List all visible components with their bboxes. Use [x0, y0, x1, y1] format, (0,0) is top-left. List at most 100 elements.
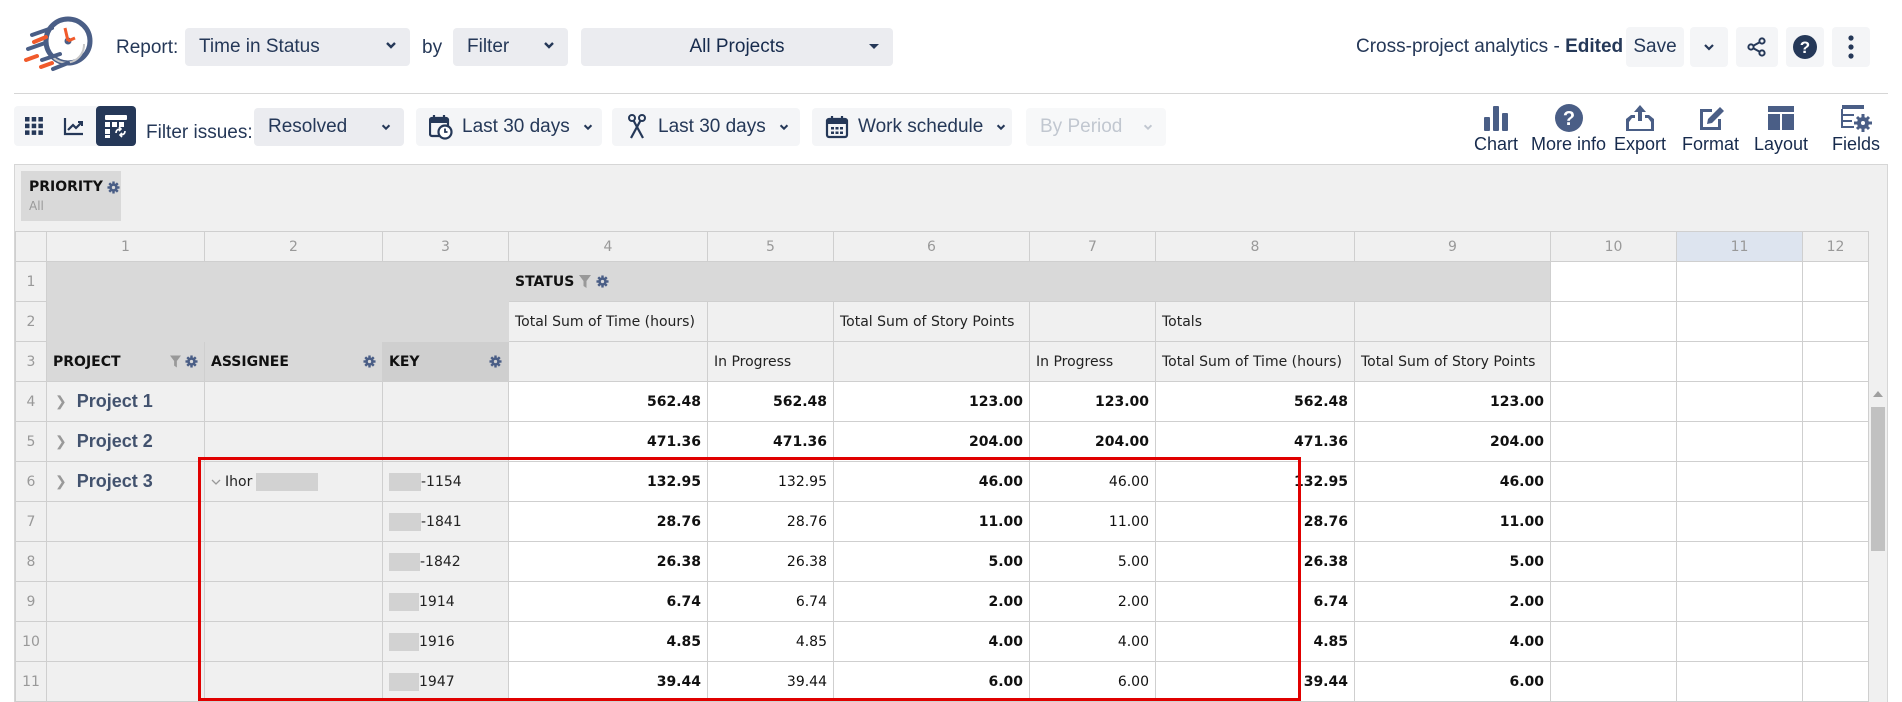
column-header[interactable]: 7 [1029, 231, 1156, 262]
project-row-header[interactable]: PROJECT [46, 341, 205, 382]
chart-view-button[interactable] [54, 106, 94, 146]
key-cell[interactable]: 1914 [382, 581, 509, 622]
value-cell[interactable]: 5.00 [1029, 541, 1156, 582]
empty-cell[interactable] [1550, 341, 1677, 382]
empty-cell[interactable] [1676, 581, 1803, 622]
empty-cell[interactable] [1802, 661, 1869, 702]
value-cell[interactable]: 471.36 [508, 421, 708, 462]
assignee-row-header[interactable]: ASSIGNEE [204, 341, 383, 382]
empty-cell[interactable] [1676, 301, 1803, 342]
vertical-scrollbar[interactable] [1869, 385, 1887, 702]
row-number[interactable]: 6 [15, 461, 47, 502]
column-header[interactable]: 6 [833, 231, 1030, 262]
value-cell[interactable]: 123.00 [1029, 381, 1156, 422]
value-cell[interactable]: 204.00 [1029, 421, 1156, 462]
key-cell[interactable]: -1842 [382, 541, 509, 582]
value-cell[interactable]: 46.00 [1029, 461, 1156, 502]
empty-cell[interactable] [1802, 621, 1869, 662]
column-header[interactable]: 5 [707, 231, 834, 262]
export-tool-button[interactable]: Export [1614, 102, 1666, 155]
value-cell[interactable]: 2.00 [1029, 581, 1156, 622]
value-cell[interactable]: 28.76 [1155, 501, 1355, 542]
empty-cell[interactable] [1676, 261, 1803, 302]
scrollbar-thumb[interactable] [1871, 407, 1885, 551]
fields-tool-button[interactable]: Fields [1832, 102, 1880, 155]
value-cell[interactable]: 28.76 [508, 501, 708, 542]
value-cell[interactable]: 39.44 [707, 661, 834, 702]
empty-cell[interactable] [1550, 581, 1677, 622]
value-cell[interactable]: 4.00 [1029, 621, 1156, 662]
value-cell[interactable]: 471.36 [1155, 421, 1355, 462]
value-cell[interactable]: 6.00 [833, 661, 1030, 702]
value-cell[interactable]: 11.00 [1029, 501, 1156, 542]
value-cell[interactable]: 132.95 [508, 461, 708, 502]
column-header[interactable]: 12 [1802, 231, 1869, 262]
pivot-view-button[interactable] [96, 106, 136, 146]
column-header[interactable]: 2 [204, 231, 383, 262]
column-header[interactable]: 4 [508, 231, 708, 262]
value-cell[interactable]: 2.00 [1354, 581, 1551, 622]
projects-select[interactable]: All Projects [581, 28, 893, 66]
row-number[interactable]: 9 [15, 581, 47, 622]
status-column-header[interactable]: STATUS [508, 261, 1551, 302]
value-cell[interactable]: 204.00 [833, 421, 1030, 462]
empty-cell[interactable] [1550, 301, 1677, 342]
row-number[interactable]: 2 [15, 301, 47, 342]
priority-filter-chip[interactable]: PRIORITY All [21, 171, 121, 221]
value-cell[interactable]: 28.76 [707, 501, 834, 542]
value-cell[interactable]: 6.00 [1029, 661, 1156, 702]
empty-cell[interactable] [1802, 301, 1869, 342]
value-cell[interactable]: 26.38 [508, 541, 708, 582]
gear-icon[interactable] [596, 275, 609, 288]
date-range-resolved-select[interactable]: Last 30 days [612, 108, 800, 146]
column-header-selected[interactable]: 11 [1676, 231, 1803, 262]
key-cell[interactable]: 1916 [382, 621, 509, 662]
value-cell[interactable]: 5.00 [1354, 541, 1551, 582]
empty-cell[interactable] [1550, 381, 1677, 422]
empty-cell[interactable] [1802, 421, 1869, 462]
value-cell[interactable]: 5.00 [833, 541, 1030, 582]
row-number[interactable]: 1 [15, 261, 47, 302]
empty-cell[interactable] [1802, 381, 1869, 422]
column-header[interactable]: 3 [382, 231, 509, 262]
chevron-right-icon[interactable]: ❯ [55, 473, 67, 489]
work-schedule-select[interactable]: Work schedule [812, 108, 1012, 146]
empty-cell[interactable] [1550, 261, 1677, 302]
value-cell[interactable]: 4.00 [833, 621, 1030, 662]
chart-tool-button[interactable]: Chart [1474, 102, 1518, 155]
share-button[interactable] [1736, 27, 1778, 67]
value-cell[interactable]: 132.95 [1155, 461, 1355, 502]
value-cell[interactable]: 204.00 [1354, 421, 1551, 462]
value-cell[interactable]: 11.00 [833, 501, 1030, 542]
project-cell[interactable]: ❯ Project 3 [46, 461, 205, 502]
key-cell[interactable]: -1154 [382, 461, 509, 502]
value-cell[interactable]: 4.85 [707, 621, 834, 662]
empty-cell[interactable] [1550, 501, 1677, 542]
value-cell[interactable]: 46.00 [833, 461, 1030, 502]
filter-issues-select[interactable]: Resolved [254, 108, 404, 146]
empty-cell[interactable] [1802, 501, 1869, 542]
value-cell[interactable]: 26.38 [1155, 541, 1355, 582]
empty-cell[interactable] [1676, 621, 1803, 662]
help-button[interactable]: ? [1786, 27, 1824, 67]
key-cell[interactable]: -1841 [382, 501, 509, 542]
column-header[interactable]: 10 [1550, 231, 1677, 262]
gear-icon[interactable] [363, 355, 376, 368]
empty-cell[interactable] [1550, 621, 1677, 662]
value-cell[interactable]: 11.00 [1354, 501, 1551, 542]
empty-cell[interactable] [1550, 461, 1677, 502]
value-cell[interactable]: 4.85 [1155, 621, 1355, 662]
value-cell[interactable]: 4.85 [508, 621, 708, 662]
empty-cell[interactable] [1802, 581, 1869, 622]
value-cell[interactable]: 562.48 [707, 381, 834, 422]
gear-icon[interactable] [107, 180, 120, 194]
value-cell[interactable]: 6.74 [508, 581, 708, 622]
value-cell[interactable]: 46.00 [1354, 461, 1551, 502]
empty-cell[interactable] [1676, 341, 1803, 382]
value-cell[interactable]: 562.48 [508, 381, 708, 422]
filter-icon[interactable] [170, 355, 181, 368]
value-cell[interactable]: 132.95 [707, 461, 834, 502]
value-cell[interactable]: 39.44 [508, 661, 708, 702]
project-cell[interactable]: ❯ Project 2 [46, 421, 205, 462]
date-range-created-select[interactable]: Last 30 days [416, 108, 602, 146]
